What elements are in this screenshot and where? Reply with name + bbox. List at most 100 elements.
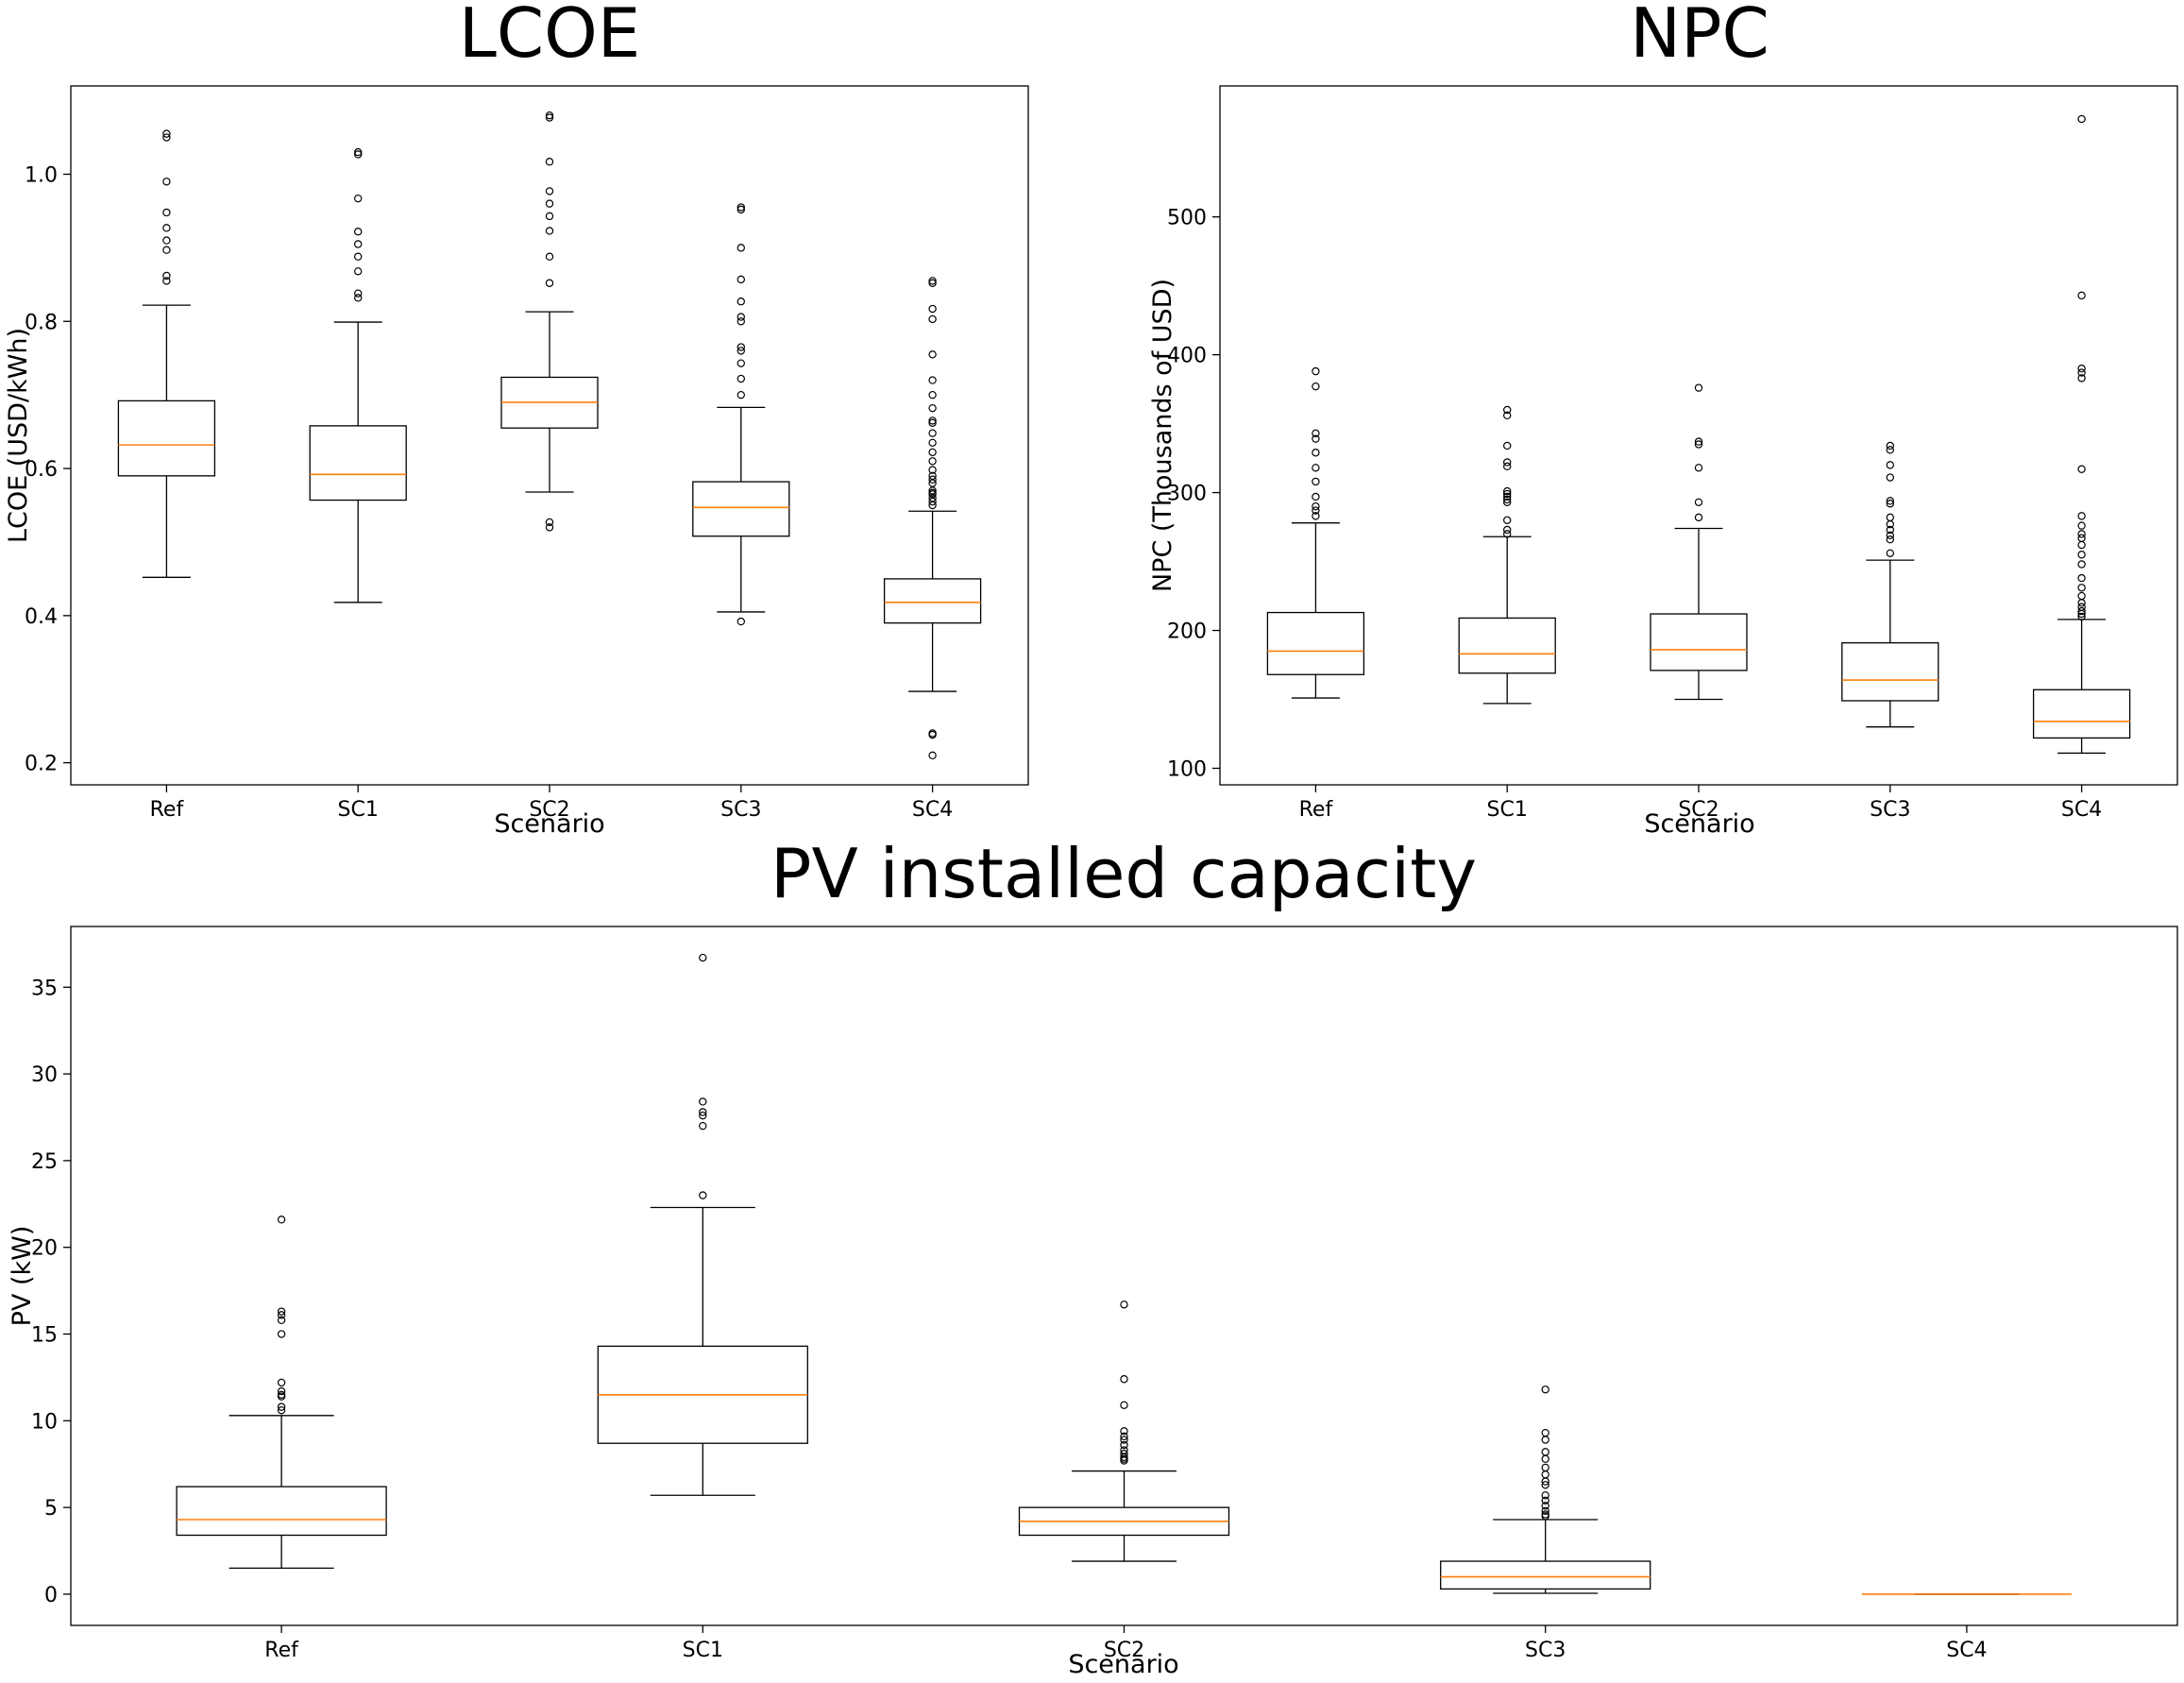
- outlier-point: [1120, 1401, 1128, 1409]
- outlier-point: [2077, 609, 2086, 619]
- outlier-point: [2077, 606, 2086, 616]
- outlier-point: [928, 457, 937, 466]
- outlier-point: [1312, 512, 1320, 520]
- outlier-point: [277, 1386, 286, 1396]
- outlier-point: [736, 343, 746, 351]
- outlier-point: [1886, 473, 1895, 482]
- x-axis-label: Scenario: [494, 809, 604, 839]
- y-tick-label: 500: [1167, 207, 1207, 230]
- x-tick-label: SC3: [720, 798, 761, 822]
- tick-group: 0.2 0.4 0.6 0.8 1.0 Ref SC1 SC2 SC3 SC4: [25, 163, 953, 822]
- chart-title: LCOE: [459, 0, 641, 73]
- x-tick-label: SC3: [1870, 798, 1910, 822]
- outlier-point: [1886, 519, 1895, 529]
- x-tick-label: SC2: [529, 798, 569, 822]
- outlier-point: [162, 277, 171, 285]
- outlier-point: [736, 374, 746, 383]
- box-body: [1841, 642, 1939, 702]
- box-group: [117, 110, 982, 760]
- outlier-point: [2077, 591, 2086, 601]
- outlier-point: [2077, 365, 2086, 373]
- y-tick-label: 0.6: [25, 458, 58, 482]
- x-axis-label: Scenario: [1068, 1650, 1178, 1679]
- y-tick-label: 20: [31, 1237, 58, 1261]
- box-ref: [176, 1216, 387, 1570]
- y-tick-label: 0: [44, 1584, 58, 1607]
- outlier-point: [699, 1121, 707, 1130]
- outlier-point: [928, 438, 937, 447]
- outlier-point: [545, 113, 554, 122]
- outlier-point: [928, 475, 937, 484]
- outlier-point: [1886, 446, 1895, 454]
- outlier-point: [354, 228, 363, 236]
- outlier-point: [1541, 1470, 1549, 1479]
- outlier-point: [1886, 525, 1895, 535]
- x-tick-label: Ref: [1299, 798, 1334, 822]
- box-ref: [117, 129, 216, 578]
- box-sc3: [692, 203, 790, 626]
- outlier-point: [1312, 492, 1320, 502]
- outlier-point: [736, 317, 746, 326]
- outlier-point: [2077, 530, 2086, 538]
- outlier-point: [162, 246, 171, 254]
- outlier-point: [354, 150, 363, 159]
- outlier-point: [928, 350, 937, 359]
- outlier-point: [2077, 551, 2086, 559]
- outlier-point: [162, 236, 171, 245]
- outlier-point: [1120, 1456, 1128, 1465]
- outlier-point: [354, 194, 363, 203]
- outlier-point: [1886, 441, 1895, 450]
- y-tick-label: 35: [31, 977, 58, 1000]
- outlier-point: [736, 203, 746, 212]
- outlier-point: [2077, 599, 2086, 607]
- box-sc2: [500, 110, 599, 532]
- box-sc4: [2032, 114, 2131, 755]
- box-sc1: [597, 953, 808, 1496]
- outlier-point: [1541, 1463, 1549, 1472]
- outlier-point: [1120, 1375, 1128, 1384]
- outlier-point: [354, 147, 363, 157]
- box-sc3: [1841, 441, 1939, 728]
- outlier-point: [736, 298, 746, 306]
- outlier-point: [2077, 584, 2086, 592]
- outlier-point: [354, 240, 363, 248]
- y-tick-label: 0.8: [25, 311, 58, 334]
- outlier-point: [736, 313, 746, 321]
- outlier-point: [1541, 1506, 1549, 1516]
- outlier-point: [1502, 489, 1512, 499]
- outlier-point: [1312, 382, 1320, 391]
- y-axis-label: NPC (Thousands of USD): [1148, 279, 1177, 592]
- outlier-point: [2077, 374, 2086, 382]
- box-body: [117, 400, 216, 477]
- outlier-point: [545, 252, 554, 261]
- box-ref: [1266, 366, 1365, 699]
- outlier-point: [1502, 495, 1512, 504]
- y-tick-label: 5: [44, 1497, 58, 1521]
- tick-group: 100 200 300 400 500 Ref SC1 SC2 SC3 SC4: [1167, 207, 2102, 822]
- box-body: [309, 425, 407, 502]
- outlier-point: [354, 252, 363, 261]
- outlier-point: [2077, 291, 2086, 300]
- outlier-point: [2077, 368, 2086, 377]
- y-tick-label: 30: [31, 1063, 58, 1087]
- outlier-point: [1120, 1432, 1128, 1441]
- outlier-point: [928, 429, 937, 437]
- outlier-point: [699, 1108, 707, 1116]
- outlier-point: [1502, 458, 1512, 467]
- outlier-point: [1694, 383, 1703, 392]
- chart-title: NPC: [1630, 0, 1769, 73]
- outlier-point: [928, 304, 937, 314]
- y-tick-label: 10: [31, 1410, 58, 1434]
- pv-capacity-chart: PV installed capacity PV (kW) Scenario 0…: [8, 834, 2178, 1679]
- y-tick-label: 200: [1167, 620, 1207, 644]
- outlier-point: [928, 751, 937, 760]
- outlier-point: [928, 730, 937, 740]
- x-tick-label: SC4: [1946, 1639, 1987, 1662]
- box-sc1: [309, 147, 407, 604]
- y-tick-label: 25: [31, 1150, 58, 1174]
- chart-title: PV installed capacity: [770, 834, 1477, 913]
- outlier-point: [1312, 434, 1320, 443]
- outlier-point: [277, 1316, 286, 1325]
- box-sc3: [1440, 1386, 1651, 1594]
